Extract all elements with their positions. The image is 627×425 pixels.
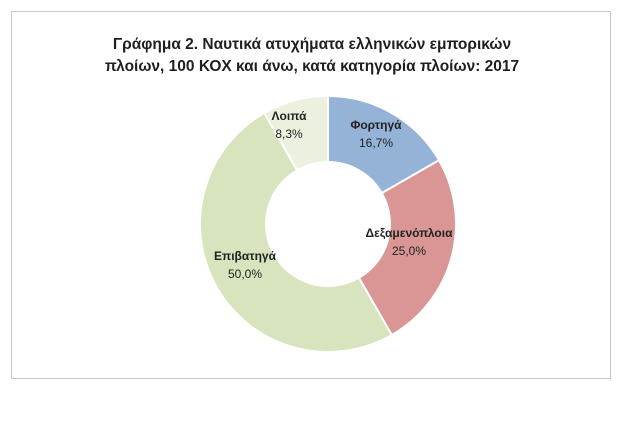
- slice-value-label: 25,0%: [392, 244, 426, 258]
- chart-title-line-1: Γράφημα 2. Ναυτικά ατυχήματα ελληνικών ε…: [112, 36, 512, 53]
- slice-value-label: 16,7%: [359, 136, 393, 150]
- donut-slice: [199, 111, 394, 353]
- donut-slice: [327, 94, 441, 195]
- slice-value-label: 50,0%: [228, 267, 262, 281]
- slice-category-label: Επιβατηγά: [214, 249, 277, 263]
- slice-category-label: Δεξαμενόπλοια: [366, 226, 454, 240]
- chart-title-line-2: πλοίων, 100 ΚΟΧ και άνω, κατά κατηγορία …: [104, 58, 520, 75]
- slice-category-label: Λοιπά: [272, 109, 308, 123]
- slice-value-label: 8,3%: [275, 127, 303, 141]
- chart-title: Γράφημα 2. Ναυτικά ατυχήματα ελληνικών ε…: [12, 34, 612, 78]
- chart-area: Γράφημα 2. Ναυτικά ατυχήματα ελληνικών ε…: [11, 11, 611, 379]
- donut-slice: [262, 94, 329, 172]
- slice-category-label: Φορτηγά: [350, 118, 402, 132]
- donut-chart: Φορτηγά 16,7% Δεξαμενόπλοια 25,0% Επιβατηγά 5…: [199, 94, 457, 353]
- donut-slice: [357, 158, 457, 337]
